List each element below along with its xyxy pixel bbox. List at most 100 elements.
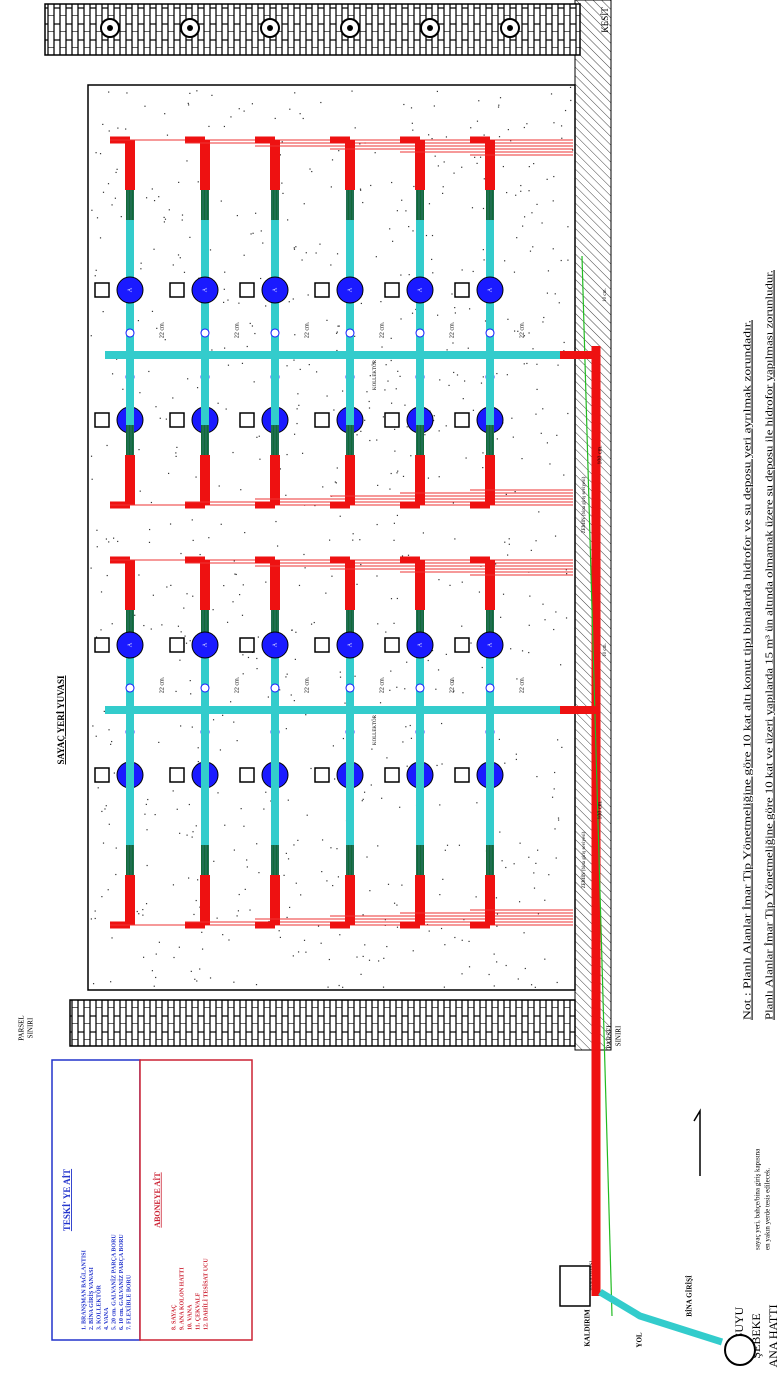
speck [305,252,307,254]
speck [295,246,297,248]
speck [453,172,455,174]
speck [296,408,298,410]
speck [253,381,255,383]
speck [247,656,250,659]
speck [113,537,115,539]
speck [243,825,245,827]
speck [336,349,338,352]
speck [411,122,413,124]
speck [563,474,565,476]
speck [520,190,522,192]
speck [292,298,294,300]
speck [208,125,210,128]
speck [428,203,431,205]
speck [554,293,556,295]
speck [389,689,391,691]
water-meter [261,631,289,659]
meter-tag [239,637,255,653]
speck [342,737,345,740]
legend-item: 3. KOLLEKTÖR [95,1284,102,1330]
speck [422,532,424,534]
speck [552,200,554,202]
meter-label: A [202,287,208,292]
speck [386,757,388,759]
valve [200,683,210,693]
speck [208,537,210,539]
speck [521,650,524,652]
rotated-drawing: SAYAÇ YERİ YUVASI KESİT PARSEL SINIRI PA… [18,0,780,1368]
speck [251,103,253,105]
speck [413,185,415,188]
valve [415,683,425,693]
speck [396,472,398,474]
speck [336,331,338,333]
speck [256,436,258,438]
valve [125,683,135,693]
speck [516,237,518,239]
speck [211,349,213,351]
speck [111,623,113,625]
speck [180,725,182,727]
speck [515,758,517,761]
speck [320,942,322,944]
speck [396,210,398,212]
speck [279,936,281,939]
speck [172,884,175,886]
speck [219,749,222,751]
speck [396,926,399,928]
speck [495,897,498,899]
meter-tag [314,637,330,653]
speck [199,968,201,970]
speck [199,553,201,556]
placement-note: sayaç yeri, bahçe/bina giriş kapısına [754,1148,762,1250]
speck [381,346,383,348]
speck [523,932,525,934]
speck [106,574,108,577]
speck [504,541,506,543]
main-line-label: ANA HATTI [766,1305,780,1368]
speck [298,404,300,406]
section-fixture [507,25,513,31]
speck [440,927,443,930]
speck [408,274,410,276]
speck [386,945,388,948]
speck [166,134,169,136]
speck [201,948,204,950]
speck [376,439,378,441]
speck [239,594,241,596]
speck [431,138,433,140]
speck [310,767,312,770]
speck [516,678,518,680]
speck [276,545,279,547]
speck [377,484,379,486]
speck [330,264,332,266]
speck [344,702,346,704]
speck [111,740,113,743]
speck [299,113,301,115]
speck [400,274,402,276]
meter-label: A [417,287,423,292]
speck [356,583,358,585]
speck [107,889,109,891]
speck [138,574,140,576]
speck [94,275,96,277]
speck [368,407,371,409]
speck [192,595,194,597]
speck [107,183,110,185]
speck [290,694,292,696]
speck [570,99,572,102]
speck [315,252,317,254]
speck [164,339,166,341]
speck [530,549,532,551]
speck [445,425,447,427]
speck [376,575,378,577]
speck [240,808,242,810]
speck [150,501,153,504]
valve [485,683,495,693]
water-meter [191,276,219,304]
speck [338,150,340,152]
speck [374,152,376,154]
speck [106,444,108,447]
speck [513,863,515,865]
flexible-hose [201,845,209,875]
